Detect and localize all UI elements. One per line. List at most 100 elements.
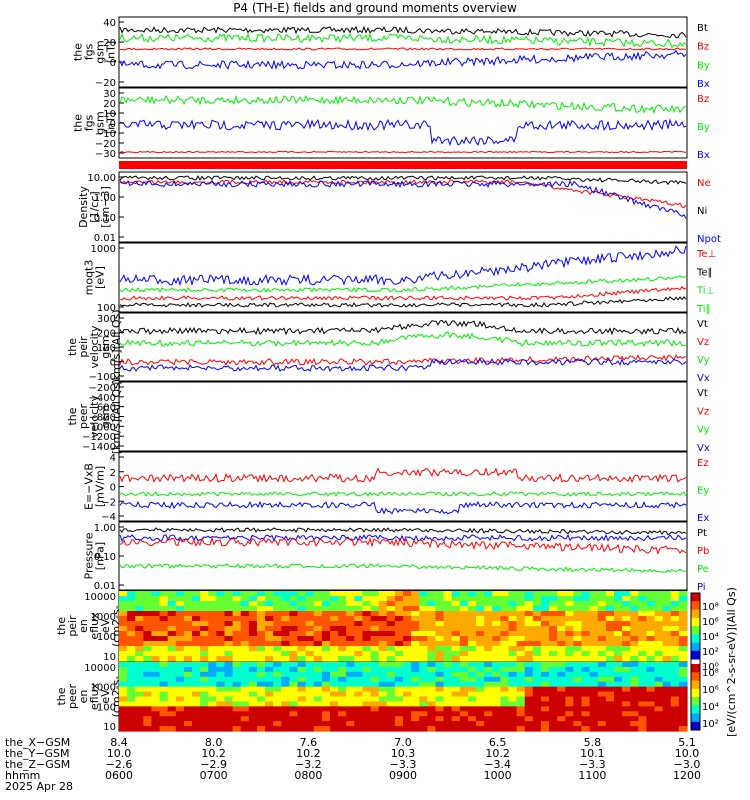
legend-Npot: Npot — [697, 234, 721, 245]
vx-trace — [119, 357, 687, 372]
legend-Pb: Pb — [697, 546, 709, 557]
y-tick-label: 0.01 — [94, 233, 116, 244]
y-tick-label: 1000 — [91, 683, 116, 694]
y-axis-label: peer — [77, 404, 90, 430]
y-tick-label: 10.00 — [87, 173, 116, 184]
y-axis-label: [cm−3] — [99, 186, 112, 228]
legend-Pe: Pe — [697, 564, 709, 575]
bz-trace — [119, 47, 687, 51]
ion-spectrogram — [119, 591, 688, 662]
legend-Pt: Pt — [697, 528, 707, 539]
bz-trace-2 — [119, 150, 687, 154]
ephemeris-label-z: the_Z−GSM — [5, 758, 71, 771]
y-axis-label: Density — [77, 186, 90, 228]
legend-Vz: Vz — [697, 406, 709, 417]
y-axis-label: [1/cc] — [88, 191, 101, 222]
pt-trace — [119, 527, 687, 536]
y-tick-label: 0.10 — [94, 552, 116, 563]
pi-trace — [119, 533, 687, 543]
y-tick-label: 100 — [97, 303, 116, 314]
y-axis-label: the — [72, 43, 85, 61]
y-axis-label: the — [66, 338, 79, 356]
y-tick-label: −400 — [89, 393, 116, 404]
by-trace — [119, 32, 687, 49]
y-tick-label: 20 — [103, 99, 116, 110]
y-tick-label: 0 — [110, 58, 116, 69]
x-axis-value: 10.3 — [391, 747, 416, 760]
legend-Ne: Ne — [697, 178, 711, 189]
x-axis-value: 10.2 — [485, 747, 510, 760]
legend-Vy: Vy — [697, 355, 710, 366]
x-axis-value: 8.4 — [110, 736, 128, 749]
x-axis-value: 10.2 — [201, 747, 226, 760]
y-tick-label: 1000 — [91, 612, 116, 623]
x-axis-value: 1200 — [673, 769, 701, 782]
colorbar-swatch — [691, 593, 700, 602]
y-tick-label: 100 — [97, 702, 116, 713]
y-tick-label: −4 — [101, 512, 116, 523]
y-axis-label: [km/s](All Qs) — [110, 309, 123, 384]
colorbar-frame — [690, 592, 701, 731]
panel-frame — [118, 242, 688, 313]
y-axis-label: Pressure — [83, 532, 96, 579]
y-tick-label: 10 — [103, 109, 116, 120]
colorbar-tick-label: 10⁸ — [702, 668, 719, 679]
x-axis-value: 0800 — [294, 769, 322, 782]
colorbar-swatch — [691, 721, 700, 731]
y-tick-label: 100 — [97, 343, 116, 354]
y-axis-label: gsm — [99, 405, 112, 428]
ey-trace — [119, 491, 687, 497]
colorbar-swatch — [691, 634, 700, 643]
y-tick-label: 4 — [110, 453, 116, 464]
y-axis-label: fgs — [83, 114, 96, 131]
legend-By: By — [697, 60, 710, 71]
y-tick-label: 2 — [110, 468, 116, 479]
x-axis-value: 10.0 — [675, 747, 700, 760]
x-axis-value: 7.0 — [394, 736, 412, 749]
ephemeris-label-y: the_Y−GSM — [5, 747, 70, 760]
colorbar-swatch — [691, 642, 700, 652]
y-axis-label: peer — [66, 684, 79, 710]
colorbar-tick-label: 10⁸ — [702, 602, 719, 613]
legend-Te⊥: Te⊥ — [696, 249, 716, 260]
y-axis-label: velocity — [88, 395, 101, 438]
legend-Vx: Vx — [697, 373, 710, 384]
y-axis-label: gsm — [94, 40, 107, 63]
colorbar-tick-label: 10⁴ — [702, 632, 719, 643]
y-axis-label: moqt3 — [83, 260, 96, 296]
y-axis-label: en — [77, 619, 90, 633]
y-axis-label: eV — [99, 689, 112, 704]
y-axis-label: peir — [66, 615, 79, 637]
legend-Ti⊥: Ti⊥ — [696, 286, 714, 297]
y-axis-label: [eV] — [94, 266, 107, 289]
y-tick-label: 40 — [103, 18, 116, 29]
legend-Vz: Vz — [697, 337, 709, 348]
colorbar-swatch — [691, 713, 700, 723]
vz-trace — [119, 354, 687, 366]
vy-trace — [119, 331, 687, 348]
x-axis-value: −3.4 — [484, 758, 511, 771]
colorbar-tick-label: 10² — [702, 719, 719, 730]
y-axis-label: en — [77, 690, 90, 704]
colorbar-swatch — [691, 601, 700, 610]
panel-frame — [118, 312, 688, 382]
npot-trace — [119, 179, 687, 219]
ephemeris-label-hhmm: hhmm — [5, 769, 41, 782]
te-perp-trace — [119, 285, 687, 301]
x-axis-value: −3.2 — [295, 758, 322, 771]
legend-Vt: Vt — [697, 388, 708, 399]
x-axis-value: 0600 — [105, 769, 133, 782]
legend-Vt: Vt — [697, 319, 708, 330]
y-axis-label: E=−VxB — [83, 463, 96, 510]
y-tick-label: 300 — [97, 314, 116, 325]
y-tick-label: −1200 — [82, 432, 116, 443]
x-axis-value: −3.0 — [674, 758, 701, 771]
y-tick-label: 10000 — [84, 663, 116, 674]
y-axis-label: the — [66, 407, 79, 425]
ephemeris-label-x: the_X−GSM — [5, 736, 71, 749]
y-tick-label: 0 — [110, 119, 116, 130]
y-tick-label: 1.00 — [94, 523, 116, 534]
y-axis-label: gsm — [99, 335, 112, 358]
y-tick-label: 100 — [97, 632, 116, 643]
vt-trace — [119, 319, 687, 336]
